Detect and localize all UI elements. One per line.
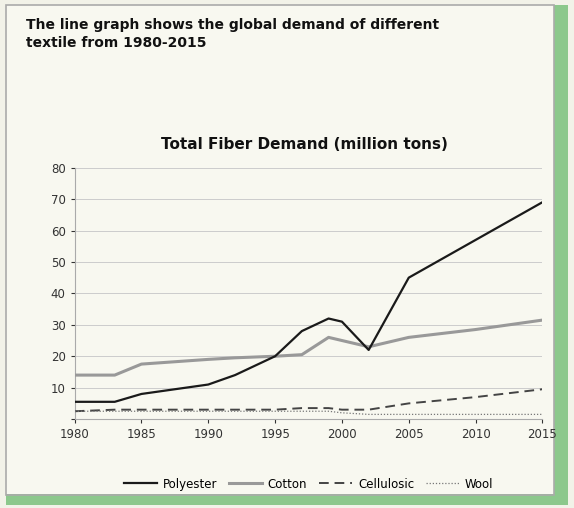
Text: Total Fiber Demand (million tons): Total Fiber Demand (million tons) [161,137,448,152]
FancyBboxPatch shape [554,5,568,495]
Text: The line graph shows the global demand of different
textile from 1980-2015: The line graph shows the global demand o… [26,18,439,50]
Legend: Polyester, Cotton, Cellulosic, Wool: Polyester, Cotton, Cellulosic, Wool [119,473,498,495]
FancyBboxPatch shape [6,494,568,505]
FancyBboxPatch shape [6,5,554,495]
